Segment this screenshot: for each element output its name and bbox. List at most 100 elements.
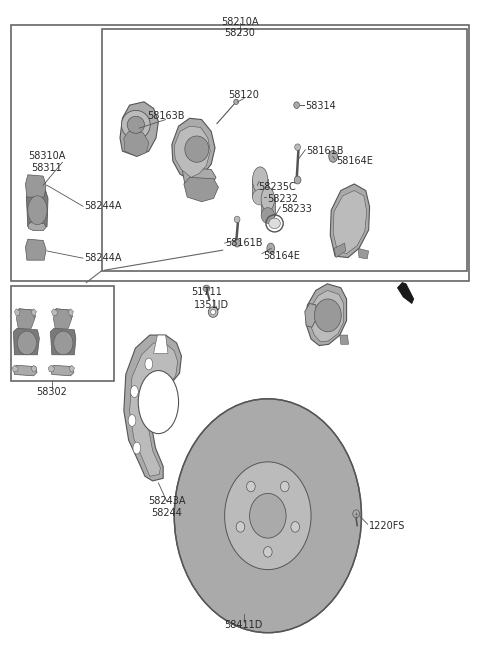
Ellipse shape	[208, 307, 218, 317]
Ellipse shape	[261, 187, 275, 211]
Polygon shape	[13, 365, 37, 376]
Polygon shape	[53, 309, 72, 328]
Text: 58411D: 58411D	[225, 620, 263, 631]
Text: 58120: 58120	[228, 90, 259, 101]
Polygon shape	[29, 176, 39, 191]
Polygon shape	[306, 284, 347, 346]
Polygon shape	[50, 328, 76, 355]
Ellipse shape	[28, 196, 47, 225]
Ellipse shape	[133, 442, 141, 454]
Polygon shape	[130, 343, 178, 476]
Polygon shape	[124, 131, 149, 156]
Text: 58314: 58314	[305, 101, 336, 112]
Polygon shape	[13, 328, 39, 355]
Ellipse shape	[252, 189, 268, 205]
Ellipse shape	[145, 358, 153, 370]
Ellipse shape	[174, 399, 361, 633]
Ellipse shape	[280, 482, 289, 492]
Bar	[11, 25, 469, 281]
Ellipse shape	[294, 176, 301, 184]
Bar	[102, 29, 467, 271]
Ellipse shape	[314, 299, 341, 332]
Ellipse shape	[294, 102, 300, 108]
Polygon shape	[69, 365, 74, 372]
Text: 58232: 58232	[267, 194, 298, 204]
Ellipse shape	[353, 510, 360, 518]
Polygon shape	[31, 309, 36, 315]
Polygon shape	[16, 309, 35, 328]
Polygon shape	[54, 309, 72, 321]
Ellipse shape	[211, 309, 216, 315]
Ellipse shape	[234, 216, 240, 223]
Text: 58163B: 58163B	[147, 111, 184, 122]
Ellipse shape	[267, 243, 275, 254]
Text: 58244A: 58244A	[84, 253, 121, 263]
Ellipse shape	[131, 386, 138, 397]
Text: 58161B: 58161B	[226, 238, 263, 248]
Text: 1220FS: 1220FS	[369, 520, 405, 531]
Ellipse shape	[138, 371, 179, 434]
Ellipse shape	[121, 110, 150, 139]
Ellipse shape	[234, 239, 240, 247]
Bar	[261, 198, 275, 215]
Polygon shape	[25, 239, 46, 260]
Ellipse shape	[247, 482, 255, 492]
Polygon shape	[154, 335, 168, 353]
Polygon shape	[305, 304, 317, 327]
Polygon shape	[51, 309, 58, 315]
Polygon shape	[340, 335, 348, 344]
Polygon shape	[124, 335, 181, 481]
Ellipse shape	[234, 99, 239, 104]
Polygon shape	[333, 191, 367, 254]
Ellipse shape	[261, 208, 275, 223]
Polygon shape	[397, 283, 414, 304]
Text: 58161B: 58161B	[306, 146, 344, 156]
Polygon shape	[29, 240, 39, 254]
Ellipse shape	[54, 331, 73, 355]
Polygon shape	[28, 222, 46, 231]
Text: 58243A
58244: 58243A 58244	[148, 497, 186, 518]
Polygon shape	[30, 191, 43, 201]
Polygon shape	[31, 365, 37, 372]
Ellipse shape	[250, 493, 286, 538]
Ellipse shape	[269, 218, 280, 229]
Ellipse shape	[127, 116, 144, 133]
Polygon shape	[120, 102, 158, 156]
Polygon shape	[25, 175, 46, 197]
Polygon shape	[26, 189, 48, 227]
Bar	[252, 179, 268, 197]
Text: 1351JD: 1351JD	[193, 300, 229, 310]
Polygon shape	[334, 243, 346, 258]
Text: 58244A: 58244A	[84, 201, 121, 212]
Text: 58164E: 58164E	[263, 251, 300, 261]
Ellipse shape	[291, 522, 300, 532]
Ellipse shape	[185, 136, 209, 162]
Polygon shape	[174, 126, 210, 177]
Ellipse shape	[295, 144, 300, 150]
Polygon shape	[17, 309, 36, 321]
Ellipse shape	[252, 167, 268, 193]
Polygon shape	[172, 118, 215, 181]
Ellipse shape	[225, 462, 311, 570]
Ellipse shape	[128, 415, 136, 426]
Text: 58233: 58233	[281, 204, 312, 214]
Text: 51711: 51711	[191, 286, 222, 297]
Text: 58235C: 58235C	[258, 182, 296, 193]
Polygon shape	[184, 177, 218, 202]
Text: 58310A
58311: 58310A 58311	[28, 152, 66, 173]
Text: 58302: 58302	[36, 386, 67, 397]
Polygon shape	[358, 248, 369, 259]
Polygon shape	[12, 365, 18, 372]
Ellipse shape	[329, 150, 337, 162]
Text: 58210A
58230: 58210A 58230	[221, 17, 259, 38]
Polygon shape	[48, 365, 55, 372]
Ellipse shape	[264, 547, 272, 557]
Bar	[11, 286, 114, 381]
Text: 58164E: 58164E	[336, 156, 373, 166]
Ellipse shape	[236, 522, 245, 532]
Ellipse shape	[17, 331, 36, 355]
Polygon shape	[330, 184, 370, 258]
Polygon shape	[310, 290, 344, 342]
Polygon shape	[50, 365, 74, 376]
Polygon shape	[182, 168, 216, 187]
